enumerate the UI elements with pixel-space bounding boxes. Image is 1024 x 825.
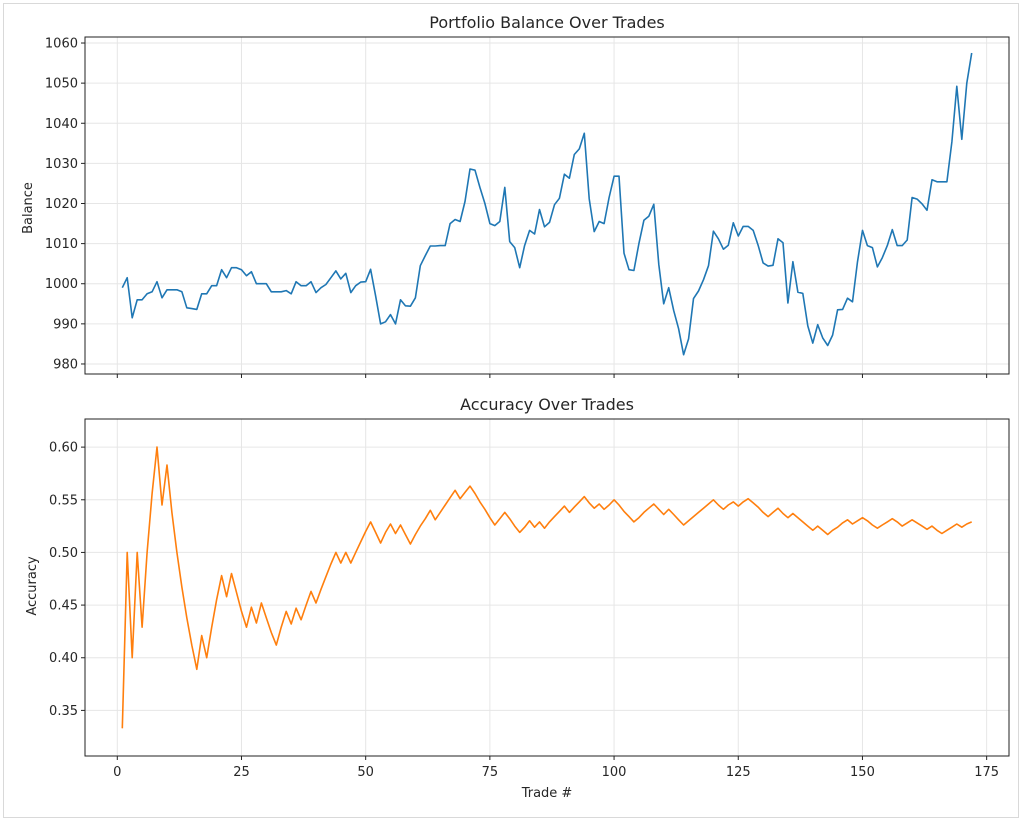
balance-ytick-label: 1050 — [45, 77, 78, 92]
balance-chart-title: Portfolio Balance Over Trades — [429, 13, 665, 32]
balance-ytick-label: 990 — [53, 317, 78, 332]
balance-ytick-label: 980 — [53, 357, 78, 372]
accuracy-xtick-label: 100 — [602, 765, 627, 780]
accuracy-series-line — [121, 446, 973, 729]
balance-ytick-label: 1020 — [45, 197, 78, 212]
accuracy-xtick-label: 0 — [113, 765, 121, 780]
accuracy-ytick-label: 0.55 — [49, 493, 78, 508]
balance-ytick-label: 1010 — [45, 237, 78, 252]
figure-border — [3, 3, 1019, 818]
accuracy-chart-xlabel: Trade # — [521, 786, 573, 801]
accuracy-xtick-label: 75 — [482, 765, 499, 780]
accuracy-chart-title: Accuracy Over Trades — [460, 395, 634, 414]
accuracy-chart-ylabel: Accuracy — [25, 556, 40, 616]
balance-chart-ylabel: Balance — [21, 182, 36, 234]
balance-ytick-label: 1060 — [45, 37, 78, 52]
balance-ytick-label: 1030 — [45, 157, 78, 172]
balance-series-line — [121, 52, 973, 356]
accuracy-ytick-label: 0.60 — [49, 441, 78, 456]
accuracy-ytick-label: 0.40 — [49, 651, 78, 666]
accuracy-xtick-label: 125 — [726, 765, 751, 780]
balance-chart: Portfolio Balance Over Trades Balance 98… — [21, 13, 1010, 378]
accuracy-ytick-label: 0.50 — [49, 546, 78, 561]
accuracy-plot-frame — [84, 418, 1010, 757]
accuracy-xtick-label: 150 — [850, 765, 875, 780]
accuracy-xtick-label: 50 — [357, 765, 374, 780]
accuracy-ytick-label: 0.35 — [49, 704, 78, 719]
balance-ytick-label: 1040 — [45, 117, 78, 132]
accuracy-ytick-label: 0.45 — [49, 599, 78, 614]
accuracy-xtick-label: 25 — [233, 765, 250, 780]
balance-plot-frame — [84, 36, 1010, 375]
balance-ytick-label: 1000 — [45, 277, 78, 292]
accuracy-xtick-label: 175 — [974, 765, 999, 780]
accuracy-chart: Accuracy Over Trades Accuracy Trade # 0.… — [25, 395, 1010, 801]
